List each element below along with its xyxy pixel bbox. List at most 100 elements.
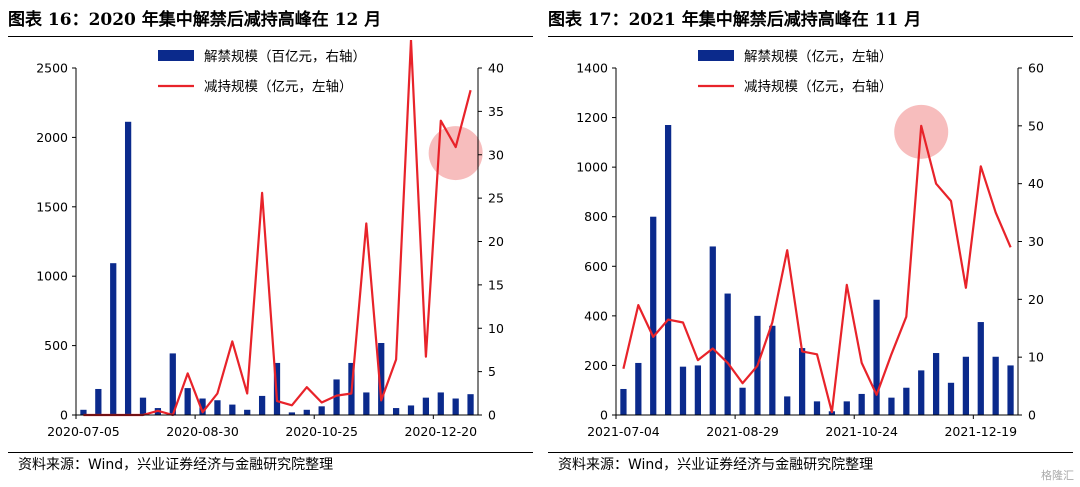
right-tick-label: 60 — [1028, 61, 1044, 76]
bar — [947, 382, 955, 415]
right-tick-label: 10 — [488, 321, 504, 336]
legend-bar-swatch — [158, 50, 194, 61]
bar — [843, 401, 850, 415]
bar — [80, 409, 87, 415]
chart-title: 图表 16：2020 年集中解禁后减持高峰在 12 月 — [8, 10, 382, 30]
bar — [679, 366, 687, 415]
bar — [110, 263, 117, 415]
left-tick-label: 500 — [44, 338, 68, 353]
x-tick-label: 2021-12-19 — [944, 424, 1017, 439]
legend-bar-label: 解禁规模（百亿元，右轴） — [204, 49, 366, 65]
chart-panel-2021: 图表 17：2021 年集中解禁后减持高峰在 11 月 0 200 400 600 80… — [548, 0, 1078, 487]
bar — [244, 409, 251, 415]
chart-2020-canvas: 0 500 1000 1500 2000 2500 0 5 10 15 20 25 30 35 40 2020… — [36, 40, 504, 439]
right-tick-label: 40 — [1028, 176, 1044, 191]
left-tick-label: 1000 — [576, 160, 608, 175]
line-series — [83, 40, 472, 417]
right-tick-label: 35 — [488, 104, 504, 119]
left-tick-label: 200 — [584, 358, 608, 373]
left-tick-label: 0 — [600, 408, 608, 423]
x-tick-label: 2020-08-30 — [166, 424, 239, 439]
bar — [363, 392, 370, 415]
right-tick-label: 40 — [488, 61, 504, 76]
bar — [798, 348, 806, 415]
x-tick-label: 2021-10-24 — [825, 424, 898, 439]
bar — [962, 356, 970, 415]
bar — [664, 125, 672, 415]
highlight-circle — [428, 126, 483, 181]
bar — [888, 397, 895, 415]
bar — [467, 394, 474, 415]
left-tick-label: 2000 — [36, 130, 68, 145]
bar — [95, 388, 102, 415]
x-tick-label: 2020-07-05 — [47, 424, 120, 439]
left-tick-label: 600 — [584, 259, 608, 274]
left-tick-label: 1400 — [576, 61, 608, 76]
bar — [124, 121, 132, 415]
bar — [977, 322, 984, 415]
x-tick-label: 2020-10-25 — [285, 424, 358, 439]
left-tick-label: 1000 — [36, 269, 68, 284]
right-tick-label: 30 — [488, 147, 504, 162]
bar — [1007, 365, 1014, 415]
source-rule — [548, 452, 1073, 453]
bar — [873, 299, 880, 415]
bar — [407, 405, 415, 415]
bar — [139, 397, 147, 415]
bar — [813, 401, 821, 415]
right-tick-label: 15 — [488, 277, 504, 292]
bar — [918, 370, 925, 415]
right-tick-label: 10 — [1028, 350, 1044, 365]
bar — [303, 409, 310, 415]
title-rule — [8, 36, 533, 37]
right-tick-label: 20 — [1028, 292, 1044, 307]
x-tick-label: 2021-07-04 — [587, 424, 660, 439]
bar — [184, 388, 191, 415]
bar — [650, 216, 657, 415]
legend-line-label: 减持规模（亿元，左轴） — [204, 79, 353, 95]
bar — [784, 396, 791, 415]
bar — [169, 353, 176, 415]
bar — [422, 397, 430, 415]
bar — [199, 398, 206, 415]
right-tick-label: 25 — [488, 191, 504, 206]
watermark-logo: 格隆汇 — [1041, 469, 1074, 482]
left-tick-label: 400 — [584, 308, 608, 323]
left-tick-label: 1200 — [576, 110, 608, 125]
chart-panel-2020: 图表 16：2020 年集中解禁后减持高峰在 12 月 0 500 1000 1500… — [8, 0, 538, 487]
bar — [769, 325, 776, 415]
source-rule — [8, 452, 533, 453]
bar — [229, 404, 236, 415]
line-series — [622, 124, 1012, 414]
bar — [858, 393, 865, 415]
bar — [903, 387, 910, 415]
bar — [452, 398, 459, 415]
bar — [992, 356, 999, 415]
source-note: 资料来源：Wind，兴业证券经济与金融研究院整理 — [558, 457, 874, 473]
chart-title: 图表 17：2021 年集中解禁后减持高峰在 11 月 — [548, 10, 922, 30]
bar — [392, 408, 400, 415]
bar — [258, 395, 266, 415]
right-tick-label: 30 — [1028, 234, 1044, 249]
bar — [437, 392, 444, 415]
bar — [739, 387, 746, 415]
bar — [288, 412, 296, 415]
right-tick-label: 0 — [488, 408, 496, 423]
bar — [333, 379, 340, 415]
source-note: 资料来源：Wind，兴业证券经济与金融研究院整理 — [18, 457, 334, 473]
bar — [709, 246, 716, 415]
bar — [620, 388, 627, 415]
right-tick-label: 0 — [1028, 408, 1036, 423]
right-tick-label: 20 — [488, 234, 504, 249]
bar — [694, 365, 702, 415]
legend-line-label: 减持规模（亿元，右轴） — [744, 79, 893, 95]
left-tick-label: 0 — [60, 408, 68, 423]
bar — [214, 400, 221, 415]
left-tick-label: 1500 — [36, 199, 68, 214]
title-rule — [548, 36, 1073, 37]
bar — [378, 342, 385, 415]
x-tick-label: 2020-12-20 — [404, 424, 477, 439]
left-tick-label: 800 — [584, 209, 608, 224]
bar — [318, 406, 325, 415]
right-tick-label: 50 — [1028, 118, 1044, 133]
